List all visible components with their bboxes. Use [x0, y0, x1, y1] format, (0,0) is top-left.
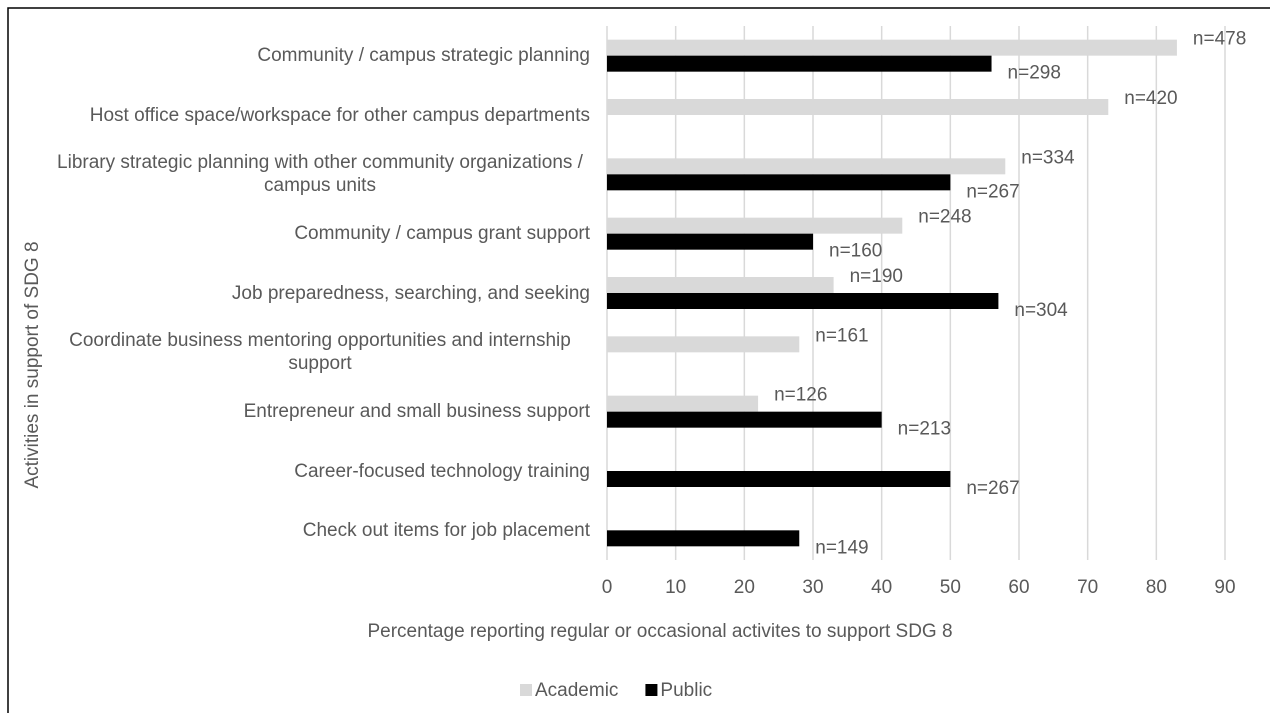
bar	[607, 99, 1109, 115]
category-label-box: Coordinate business mentoring opportunit…	[40, 322, 590, 382]
y-tick-label: Library strategic planning with other co…	[57, 152, 583, 197]
n-label: n=149	[815, 537, 868, 558]
y-tick-label: Job preparedness, searching, and seeking	[231, 282, 590, 304]
y-tick-label: Coordinate business mentoring opportunit…	[69, 330, 571, 375]
n-label: n=420	[1124, 88, 1177, 109]
x-tick-label: 40	[871, 577, 892, 598]
n-label: n=478	[1193, 29, 1246, 50]
category-label-box: Job preparedness, searching, and seeking	[40, 263, 590, 323]
category-label-box: Community / campus strategic planning	[40, 26, 590, 86]
n-label: n=248	[918, 207, 971, 228]
x-axis-title: Percentage reporting regular or occasion…	[367, 621, 952, 642]
n-label: n=298	[1008, 63, 1061, 84]
legend-swatch	[520, 684, 532, 696]
y-tick-label: Entrepreneur and small business support	[243, 401, 590, 423]
n-label: n=334	[1021, 147, 1075, 168]
n-label: n=126	[774, 385, 827, 406]
legend-label: Academic	[535, 680, 618, 701]
n-label: n=190	[850, 266, 903, 287]
x-tick-label: 20	[734, 577, 755, 598]
n-label: n=161	[815, 325, 868, 346]
category-label-box: Entrepreneur and small business support	[40, 382, 590, 442]
legend-swatch	[645, 684, 658, 696]
bar	[607, 39, 1177, 56]
x-tick-label: 10	[665, 577, 686, 598]
category-label-box: Library strategic planning with other co…	[40, 144, 590, 204]
x-tick-label: 50	[940, 577, 961, 598]
y-axis-title: Activities in support of SDG 8	[22, 241, 43, 488]
y-tick-label: Host office space/workspace for other ca…	[89, 104, 590, 126]
category-label-box: Host office space/workspace for other ca…	[40, 85, 590, 145]
bar	[607, 158, 1006, 175]
y-tick-label: Community / campus strategic planning	[257, 45, 590, 67]
bar	[607, 233, 813, 250]
bar	[607, 395, 759, 412]
n-label: n=267	[966, 181, 1019, 202]
legend-label: Public	[660, 680, 712, 701]
frame	[7, 7, 1270, 713]
y-tick-label: Check out items for job placement	[302, 519, 590, 541]
x-tick-label: 30	[802, 577, 823, 598]
category-label-box: Community / campus grant support	[40, 204, 590, 264]
n-label: n=304	[1014, 300, 1068, 321]
category-label-box: Career-focused technology training	[40, 441, 590, 501]
category-label-box: Check out items for job placement	[40, 500, 590, 560]
bar	[607, 217, 903, 234]
x-tick-label: 0	[602, 577, 613, 598]
bar	[607, 471, 951, 487]
bar	[607, 55, 992, 72]
x-tick-label: 80	[1146, 577, 1167, 598]
x-tick-label: 70	[1077, 577, 1098, 598]
bar	[607, 530, 800, 547]
x-tick-label: 60	[1008, 577, 1029, 598]
bar	[607, 293, 999, 309]
n-label: n=267	[966, 478, 1019, 499]
y-tick-label: Community / campus grant support	[294, 223, 590, 245]
bar	[607, 336, 800, 353]
bar	[607, 277, 834, 293]
n-label: n=213	[898, 419, 951, 440]
y-tick-label: Career-focused technology training	[294, 460, 590, 482]
n-label: n=160	[829, 241, 882, 262]
bar	[607, 174, 951, 191]
bar	[607, 411, 882, 428]
x-tick-label: 90	[1214, 577, 1235, 598]
